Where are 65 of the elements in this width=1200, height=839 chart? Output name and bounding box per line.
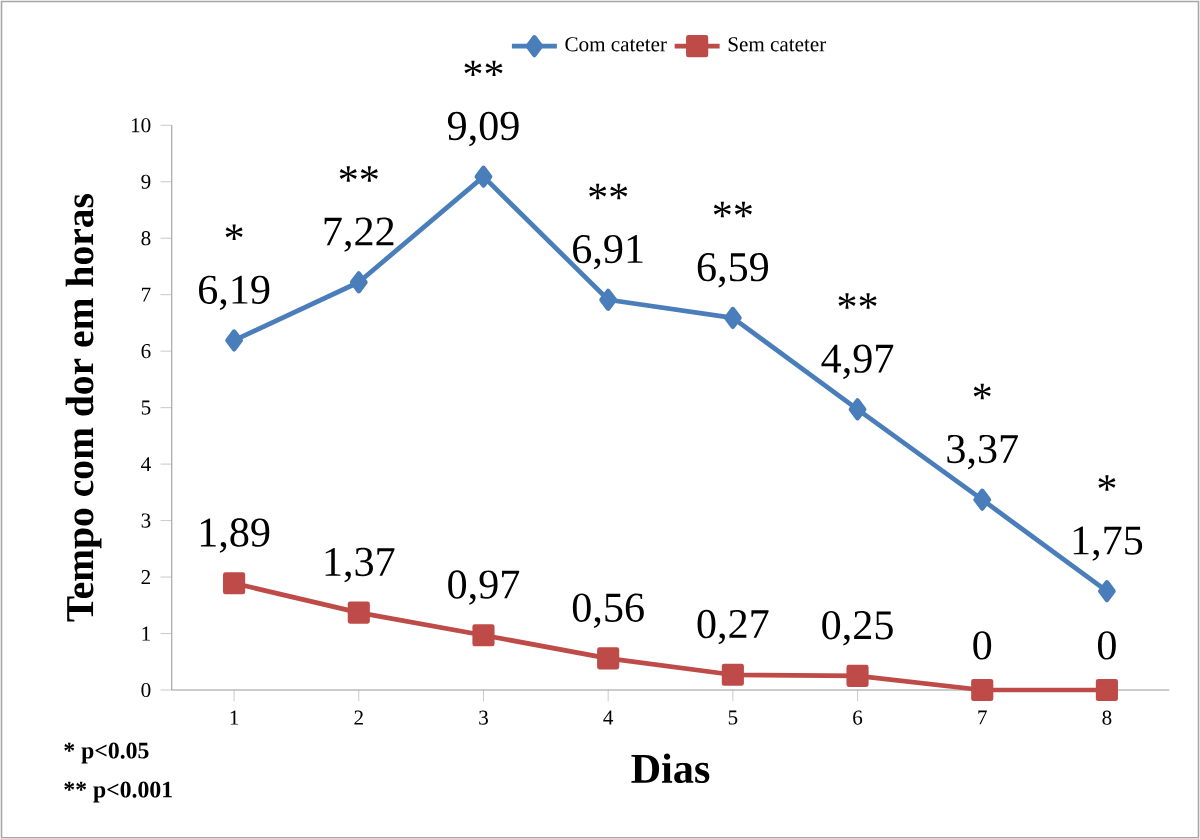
- point: [973, 488, 992, 511]
- legend-label: Sem cateter: [728, 37, 827, 52]
- data-label: 0,27: [697, 609, 769, 645]
- x-tick-label: 2: [354, 710, 363, 725]
- data-label: 0,25: [822, 610, 893, 646]
- point: [597, 647, 620, 670]
- x-tick-label: 4: [603, 710, 614, 725]
- y-tick-label: 8: [141, 230, 151, 246]
- annotation: *: [225, 224, 243, 240]
- point: [349, 271, 368, 294]
- data-label: 0: [1097, 631, 1116, 660]
- data-label: 6,91: [573, 234, 643, 270]
- point: [225, 329, 243, 352]
- data-label: 7,22: [324, 217, 394, 252]
- annotation: **: [838, 293, 877, 309]
- data-label: 6,19: [199, 275, 270, 310]
- data-label: 1,37: [325, 547, 395, 583]
- x-tick-label: 1: [230, 710, 239, 725]
- point: [971, 678, 994, 701]
- y-tick-label: 7: [142, 287, 151, 302]
- y-tick-label: 6: [141, 343, 151, 359]
- point: [846, 664, 869, 687]
- data-label: 6,59: [697, 252, 769, 288]
- point: [474, 165, 493, 188]
- data-label: 0: [973, 631, 992, 660]
- x-tick-label: 8: [1102, 710, 1112, 725]
- y-tick-label: 3: [141, 513, 151, 528]
- x-tick-label: 3: [479, 710, 488, 725]
- annotation: **: [713, 201, 752, 218]
- point: [721, 663, 744, 686]
- data-label: 1,89: [200, 518, 270, 553]
- y-tick-label: 10: [131, 118, 151, 133]
- data-label: 1,75: [1073, 526, 1143, 561]
- y-tick-label: 1: [142, 626, 150, 641]
- text: * p<0.05: [64, 742, 149, 764]
- y-axis-title: Tempo com dor em horas: [65, 193, 102, 622]
- data-label: 0,97: [448, 570, 520, 605]
- y-tick-label: 5: [141, 400, 151, 415]
- point: [599, 288, 618, 311]
- x-axis-title: Dias: [631, 753, 710, 783]
- annotation: **: [589, 183, 628, 200]
- x-tick-label: 7: [978, 710, 987, 725]
- y-tick-label: 4: [141, 457, 151, 471]
- point: [1098, 579, 1116, 603]
- data-label: 0,56: [572, 593, 644, 628]
- data-label: 4,97: [821, 344, 894, 379]
- point: [848, 398, 867, 421]
- annotation: **: [464, 60, 503, 76]
- x-tick-label: 5: [728, 710, 738, 725]
- data-label: 9,09: [447, 111, 519, 147]
- point: [1095, 678, 1118, 701]
- x-tick-label: 6: [853, 710, 863, 725]
- y-tick-label: 0: [141, 682, 151, 697]
- data-label: 3,37: [947, 434, 1018, 470]
- legend-label: Com cateter: [565, 37, 667, 52]
- point: [472, 624, 495, 647]
- y-tick-label: 9: [141, 174, 151, 189]
- point: [347, 601, 370, 624]
- y-tick-label: 2: [141, 569, 151, 584]
- point: [723, 306, 742, 329]
- text: ** p<0.001: [64, 781, 172, 803]
- annotation: *: [973, 383, 991, 400]
- annotation: **: [339, 166, 378, 182]
- point: [223, 572, 246, 595]
- annotation: *: [1098, 475, 1116, 491]
